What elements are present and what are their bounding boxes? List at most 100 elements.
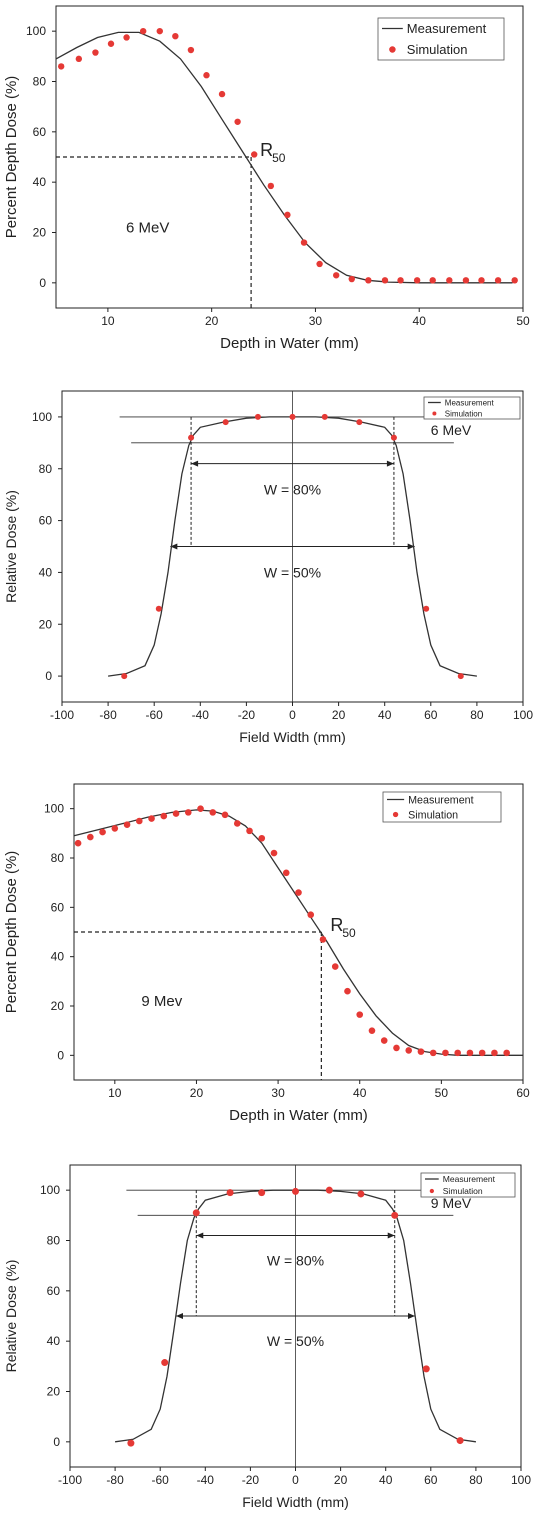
simulation-point — [289, 413, 296, 420]
x-tick-label: 40 — [413, 314, 427, 328]
x-tick-label: -100 — [58, 1473, 82, 1487]
simulation-point — [121, 673, 128, 680]
simulation-point — [57, 63, 65, 70]
legend-entry-simulation: Simulation — [429, 1186, 483, 1196]
x-axis-label: Field Width (mm) — [242, 1494, 349, 1510]
annotations: W = 80% W = 50% 6 MeV — [119, 391, 472, 702]
x-tick-label: -40 — [197, 1473, 215, 1487]
w80-arrow-head-right — [387, 1232, 395, 1239]
simulation-point — [292, 1187, 299, 1195]
simulation-point — [380, 1037, 388, 1044]
x-tick-label: 10 — [108, 1086, 122, 1100]
y-tick-label: 80 — [39, 462, 53, 476]
legend-dot-swatch — [432, 411, 437, 416]
x-tick-label: 50 — [516, 314, 530, 328]
simulation-point — [155, 605, 162, 612]
y-tick-label: 40 — [51, 950, 65, 964]
simulation-point — [246, 827, 253, 835]
y-tick-label: 0 — [39, 276, 46, 290]
legend-box — [420, 1172, 516, 1198]
simulation-point — [160, 812, 168, 820]
simulation-point — [184, 809, 192, 816]
r50-label: R — [260, 140, 273, 160]
x-tick-label: -20 — [242, 1473, 260, 1487]
simulation-point — [127, 1439, 135, 1447]
annotations: W = 80% W = 50% 9 MeV — [126, 1165, 472, 1467]
legend-dot-swatch — [429, 1188, 434, 1194]
y-axis-label: Percent Depth Dose (%) — [3, 851, 20, 1014]
w80-arrow-head-right — [386, 460, 394, 467]
energy-label: 9 Mev — [141, 993, 182, 1010]
simulation-point — [209, 809, 217, 816]
x-tick-label: -80 — [106, 1473, 124, 1487]
chart-1: 10 20 30 40 50 0 20 40 60 80 100 Depth in Water (mm… — [3, 5, 530, 352]
w50-arrow — [175, 1313, 416, 1319]
simulation-point — [503, 1049, 510, 1057]
simulation-point — [156, 27, 163, 35]
r50-subscript: 50 — [272, 151, 286, 165]
series-simulation — [74, 805, 510, 1057]
series-simulation — [121, 413, 464, 680]
legend-dot-swatch — [392, 811, 399, 818]
legend: Measurement Simulation — [377, 17, 505, 61]
simulation-point — [136, 817, 143, 825]
w50-arrow-head-left — [175, 1313, 183, 1319]
simulation-point — [267, 182, 275, 190]
y-axis-label: Percent Depth Dose (%) — [3, 76, 20, 239]
y-tick-label: 0 — [57, 1048, 64, 1062]
x-tick-label: 60 — [424, 1473, 438, 1487]
w80-arrow-head-left — [196, 1232, 204, 1239]
simulation-point — [234, 118, 241, 125]
energy-label: 6 MeV — [431, 422, 472, 438]
x-tick-label: 20 — [334, 1473, 348, 1487]
r50-subscript: 50 — [342, 926, 356, 940]
legend-label: Measurement — [445, 398, 495, 407]
simulation-point — [457, 673, 464, 680]
simulation-point — [478, 277, 485, 284]
x-tick-label: 10 — [101, 314, 115, 328]
simulation-point — [405, 1047, 413, 1054]
simulation-point — [319, 936, 327, 943]
y-tick-label: 40 — [33, 175, 47, 189]
x-tick-label: 60 — [516, 1086, 530, 1100]
legend-label: Simulation — [445, 409, 482, 418]
simulation-point — [300, 239, 308, 246]
simulation-point — [192, 1209, 200, 1217]
simulation-point — [254, 413, 261, 420]
simulation-point — [321, 413, 328, 420]
simulation-point — [221, 811, 229, 819]
simulation-point — [123, 34, 130, 41]
series-simulation — [127, 1186, 464, 1447]
legend-label: Simulation — [408, 809, 458, 821]
simulation-point — [333, 272, 340, 279]
y-tick-label: 100 — [40, 1183, 60, 1197]
y-axis-label: Relative Dose (%) — [3, 1260, 19, 1373]
simulation-point — [226, 1189, 234, 1197]
simulation-point — [454, 1049, 461, 1057]
x-tick-label: -40 — [192, 708, 210, 722]
w80-arrow-head-left — [191, 460, 199, 467]
simulation-point — [203, 72, 210, 79]
simulation-point — [390, 434, 397, 441]
w80-label: W = 80% — [267, 1253, 324, 1269]
simulation-point — [111, 825, 119, 832]
w50-arrow-head-left — [170, 543, 178, 550]
y-tick-label: 80 — [33, 75, 47, 89]
y-tick-label: 60 — [33, 125, 47, 139]
simulation-point — [172, 810, 180, 817]
y-tick-label: 80 — [47, 1234, 61, 1248]
simulation-point — [258, 834, 266, 842]
simulation-point — [99, 828, 106, 836]
w80-arrow — [191, 460, 394, 467]
legend-entry-simulation: Simulation — [392, 809, 458, 821]
legend: Measurement Simulation — [382, 791, 502, 823]
simulation-point — [222, 419, 229, 426]
series-measurement — [73, 809, 523, 1056]
simulation-point — [462, 277, 470, 284]
simulation-point — [284, 211, 291, 219]
simulation-point — [442, 1049, 449, 1057]
w50-arrow-head-right — [408, 1313, 416, 1319]
simulation-point — [356, 1011, 364, 1018]
legend-box — [382, 791, 502, 823]
